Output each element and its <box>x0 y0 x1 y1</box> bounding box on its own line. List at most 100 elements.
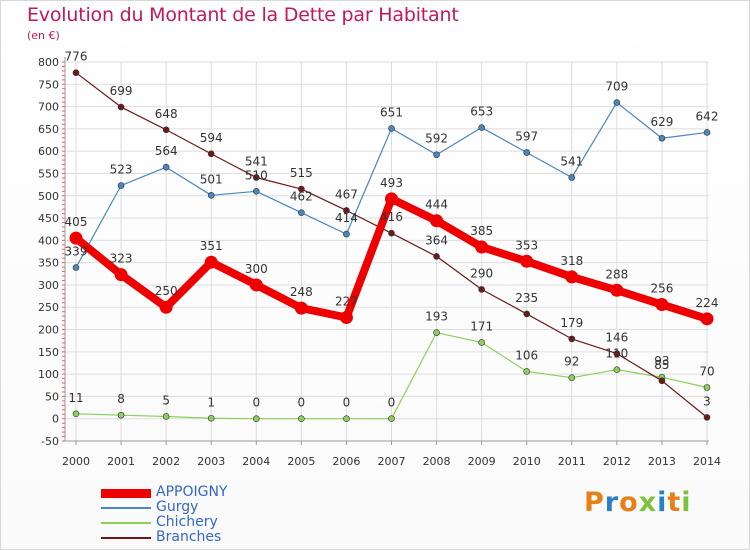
data-point-branches <box>568 335 576 343</box>
data-point-branches <box>658 377 666 385</box>
data-label-gurgy: 462 <box>290 190 313 204</box>
y-tick-label: 250 <box>38 301 59 314</box>
data-label-chichery: 93 <box>654 354 669 368</box>
axes: -500501001502002503003504004505005506006… <box>38 56 721 468</box>
data-point-branches <box>433 253 440 260</box>
data-point-chichery <box>388 415 395 423</box>
data-point-chichery <box>343 415 350 423</box>
data-label-branches: 594 <box>200 131 223 145</box>
y-tick-label: 800 <box>38 56 59 69</box>
data-label-chichery: 110 <box>605 347 628 361</box>
data-point-chichery <box>117 411 125 419</box>
data-point-branches <box>72 69 80 77</box>
x-tick-label: 2011 <box>558 455 586 468</box>
data-point-appoigny <box>655 298 669 312</box>
data-label-appoigny: 250 <box>155 284 178 298</box>
data-label-gurgy: 653 <box>470 105 493 119</box>
data-label-branches: 515 <box>290 166 313 180</box>
y-tick-label: 550 <box>38 167 59 180</box>
chart-title: Evolution du Montant de la Dette par Hab… <box>27 4 459 26</box>
data-point-chichery <box>478 339 485 346</box>
data-label-appoigny: 351 <box>200 239 223 253</box>
data-label-chichery: 0 <box>343 396 351 410</box>
data-label-appoigny: 444 <box>425 198 448 212</box>
data-label-gurgy: 414 <box>335 211 358 225</box>
data-point-branches <box>613 350 621 357</box>
data-point-gurgy <box>703 129 711 136</box>
legend-item-gurgy: Gurgy <box>101 500 301 516</box>
data-label-branches: 648 <box>155 107 178 121</box>
x-tick-label: 2005 <box>287 455 315 468</box>
chart-unit-label: (en €) <box>27 29 60 42</box>
legend-swatch <box>101 537 151 539</box>
logo-letter: i <box>681 487 692 518</box>
data-label-gurgy: 642 <box>696 109 719 123</box>
data-label-gurgy: 541 <box>560 154 583 168</box>
data-label-appoigny: 288 <box>605 267 628 281</box>
data-label-branches: 776 <box>65 50 88 64</box>
x-tick-label: 2006 <box>332 455 360 468</box>
data-point-appoigny <box>565 270 579 284</box>
data-point-gurgy <box>207 192 215 199</box>
data-point-gurgy <box>252 188 260 195</box>
data-point-gurgy <box>613 99 621 106</box>
data-point-branches <box>117 103 125 111</box>
legend-swatch <box>101 522 151 524</box>
data-label-branches: 290 <box>470 266 493 280</box>
y-tick-label: 200 <box>38 324 59 337</box>
data-point-chichery <box>613 366 621 373</box>
data-label-chichery: 193 <box>425 310 448 324</box>
logo-letter: o <box>619 487 639 518</box>
x-tick-label: 2003 <box>197 455 225 468</box>
data-label-branches: 179 <box>560 316 583 330</box>
x-tick-label: 2001 <box>107 455 135 468</box>
legend-item-branches: Branches <box>101 530 301 546</box>
data-point-branches <box>252 174 260 181</box>
data-point-gurgy <box>568 174 576 181</box>
data-point-branches <box>523 310 531 318</box>
data-point-chichery <box>568 374 576 381</box>
data-label-branches: 235 <box>515 291 538 305</box>
y-tick-label: 350 <box>38 257 59 270</box>
legend-swatch <box>101 507 151 509</box>
data-label-branches: 146 <box>605 331 628 345</box>
data-label-gurgy: 597 <box>515 130 538 144</box>
legend-item-appoigny: APPOIGNY <box>101 485 301 501</box>
data-label-appoigny: 385 <box>470 224 493 238</box>
data-label-gurgy: 629 <box>650 115 673 129</box>
data-point-appoigny <box>69 231 83 245</box>
data-label-chichery: 0 <box>252 396 260 410</box>
data-label-branches: 3 <box>703 394 711 408</box>
data-label-chichery: 92 <box>564 355 579 369</box>
data-label-appoigny: 256 <box>650 282 673 296</box>
y-tick-label: 600 <box>38 145 59 158</box>
data-point-gurgy <box>478 124 485 131</box>
data-point-appoigny <box>385 192 398 206</box>
data-point-chichery <box>703 384 711 391</box>
data-label-branches: 467 <box>335 187 358 201</box>
logo-letter: i <box>657 487 668 518</box>
data-label-chichery: 5 <box>162 393 170 407</box>
legend-item-chichery: Chichery <box>101 514 301 531</box>
data-point-appoigny <box>204 255 218 269</box>
data-label-branches: 85 <box>654 358 669 372</box>
data-point-gurgy <box>523 149 531 156</box>
data-label-chichery: 0 <box>298 396 306 410</box>
y-tick-label: 450 <box>38 212 59 225</box>
legend: APPOIGNY Gurgy Chichery Branches <box>101 485 301 546</box>
data-label-appoigny: 248 <box>290 285 313 299</box>
data-point-gurgy <box>343 230 350 238</box>
x-tick-label: 2012 <box>603 455 631 468</box>
data-label-gurgy: 523 <box>110 163 133 177</box>
data-label-chichery: 8 <box>117 392 125 406</box>
data-point-chichery <box>207 414 215 422</box>
legend-label: Chichery <box>156 514 218 530</box>
y-tick-label: 750 <box>38 78 59 91</box>
data-point-appoigny <box>475 240 489 254</box>
data-point-chichery <box>433 329 440 336</box>
data-point-appoigny <box>700 312 714 326</box>
data-label-chichery: 11 <box>68 391 83 405</box>
data-label-appoigny: 224 <box>696 296 719 310</box>
